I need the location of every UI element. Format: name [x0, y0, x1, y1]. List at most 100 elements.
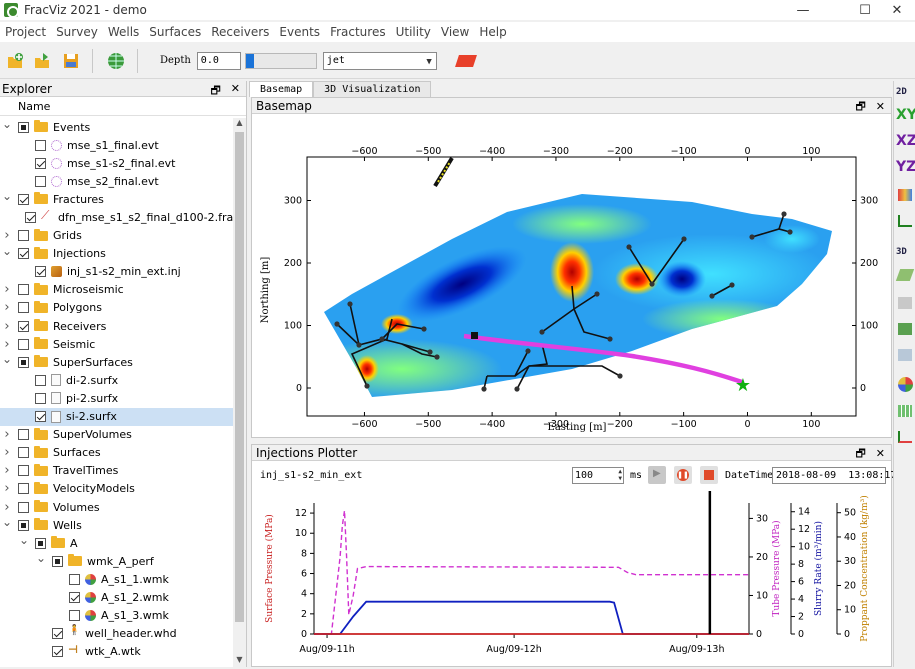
tree-checkbox[interactable] — [35, 139, 46, 151]
explorer-scrollbar[interactable]: ▲ ▼ — [233, 118, 246, 667]
expand-closed-icon[interactable]: › — [4, 282, 10, 298]
tree-checkbox[interactable] — [18, 465, 29, 477]
tree-item[interactable]: inj_s1-s2_min_ext.inj — [0, 263, 233, 281]
tree-checkbox[interactable] — [35, 537, 46, 549]
close-panel-icon[interactable]: ✕ — [230, 82, 240, 95]
view-2d-label[interactable]: 2D — [896, 87, 907, 97]
tree-item[interactable]: › Surfaces — [0, 444, 233, 462]
expand-open-icon[interactable]: ⌄ — [36, 551, 47, 566]
depth-input[interactable]: 0.0 — [196, 51, 241, 70]
tree-checkbox[interactable] — [18, 302, 29, 314]
view-3d-label[interactable]: 3D — [896, 247, 907, 257]
tree-checkbox[interactable] — [25, 212, 36, 224]
new-project-icon[interactable] — [5, 51, 25, 71]
tree-checkbox[interactable] — [35, 374, 46, 386]
tree-item[interactable]: A_s1_3.wmk — [0, 607, 233, 625]
basemap-plot[interactable]: ★ −600 −500 −400 −300 −200 −100 0 100 −600 −500−… — [252, 114, 891, 437]
tree-checkbox[interactable] — [52, 628, 63, 640]
axes-icon[interactable] — [898, 215, 912, 227]
scroll-thumb[interactable] — [235, 132, 244, 622]
tree-item[interactable]: ⌄ Wells — [0, 515, 233, 534]
tree-checkbox[interactable] — [18, 447, 29, 459]
expand-closed-icon[interactable]: › — [4, 318, 10, 334]
menu-receivers[interactable]: Receivers — [211, 25, 270, 39]
tree-checkbox[interactable] — [18, 248, 29, 260]
layers-icon[interactable] — [895, 269, 915, 281]
tree-item[interactable]: › Receivers — [0, 317, 233, 335]
expand-closed-icon[interactable]: › — [4, 427, 10, 443]
tree-checkbox[interactable] — [18, 230, 29, 242]
tree-checkbox[interactable] — [69, 591, 80, 603]
globe-icon[interactable] — [106, 51, 126, 71]
view-xz-button[interactable]: XZ — [896, 133, 915, 149]
tree-item[interactable]: A_s1_2.wmk — [0, 588, 233, 606]
menu-surfaces[interactable]: Surfaces — [149, 25, 202, 39]
tree-checkbox[interactable] — [69, 573, 80, 585]
tree-item[interactable]: mse_s1_final.evt — [0, 136, 233, 154]
close-button[interactable]: ✕ — [891, 2, 903, 18]
expand-closed-icon[interactable]: › — [4, 300, 10, 316]
tree-item[interactable]: dfn_mse_s1_s2_final_d100-2.frac — [0, 208, 239, 226]
grey-box-icon[interactable] — [898, 349, 912, 361]
menu-view[interactable]: View — [440, 25, 470, 39]
menu-fractures[interactable]: Fractures — [330, 25, 386, 39]
menu-wells[interactable]: Wells — [107, 25, 140, 39]
tree-item[interactable]: ⌄ Fractures — [0, 189, 233, 208]
slider-handle[interactable] — [245, 53, 254, 68]
tree-checkbox[interactable] — [35, 266, 46, 278]
tree-item[interactable]: ⌄ Events — [0, 117, 233, 136]
tree-checkbox[interactable] — [52, 646, 63, 658]
tree-checkbox[interactable] — [18, 284, 29, 296]
tab-3d-visualization[interactable]: 3D Visualization — [313, 81, 432, 97]
interval-input[interactable]: 100 ▲ ▼ — [572, 467, 624, 484]
tree-checkbox[interactable] — [18, 501, 29, 513]
tree-item[interactable]: › Microseismic — [0, 281, 233, 299]
tree-checkbox[interactable] — [35, 411, 46, 423]
expand-open-icon[interactable]: ⌄ — [2, 352, 13, 367]
tree-item[interactable]: wtk_A.wtk — [0, 643, 233, 661]
tree-checkbox[interactable] — [18, 519, 29, 531]
tree-checkbox[interactable] — [35, 157, 46, 169]
box-icon[interactable] — [898, 297, 912, 309]
expand-open-icon[interactable]: ⌄ — [2, 515, 13, 530]
tree-item[interactable]: si-2.surfx — [0, 407, 233, 426]
minimize-button[interactable]: — — [796, 2, 810, 18]
tree-checkbox[interactable] — [18, 338, 29, 350]
eraser-icon[interactable] — [454, 54, 477, 67]
colorbar-icon[interactable] — [898, 189, 912, 201]
tree-checkbox[interactable] — [35, 392, 46, 404]
view-yz-button[interactable]: YZ — [896, 159, 915, 175]
expand-closed-icon[interactable]: › — [4, 228, 10, 244]
tree-checkbox[interactable] — [18, 483, 29, 495]
tree-item[interactable]: ⌄ SuperSurfaces — [0, 352, 233, 371]
stop-button[interactable] — [700, 466, 718, 484]
maximize-button[interactable]: ☐ — [859, 2, 871, 18]
tree-item[interactable]: › Volumes — [0, 498, 233, 516]
close-panel-icon[interactable]: ✕ — [875, 100, 885, 113]
scroll-down-icon[interactable]: ▼ — [236, 655, 243, 664]
tree-item[interactable]: › VelocityModels — [0, 480, 233, 498]
menu-help[interactable]: Help — [479, 25, 507, 39]
tree-item[interactable]: › Polygons — [0, 299, 233, 317]
tree-item[interactable]: A_s1_1.wmk — [0, 570, 233, 588]
tree-checkbox[interactable] — [35, 175, 46, 187]
tree-checkbox[interactable] — [18, 356, 29, 368]
float-panel-icon[interactable]: 🗗 — [855, 447, 866, 460]
open-project-icon[interactable] — [33, 51, 53, 71]
pause-button[interactable]: ❚❚ — [674, 466, 692, 484]
close-panel-icon[interactable]: ✕ — [875, 447, 885, 460]
menu-survey[interactable]: Survey — [56, 25, 98, 39]
tree-item[interactable]: well_header.whd — [0, 625, 233, 643]
tree-item[interactable]: ⌄ wmk_A_perf — [0, 551, 233, 570]
tree-item[interactable]: › TravelTimes — [0, 462, 233, 480]
spin-arrows-icon[interactable]: ▲ ▼ — [618, 468, 622, 482]
datetime-input[interactable]: 2018-08-09 13:08:17 — [772, 467, 896, 484]
palette-icon[interactable] — [898, 377, 913, 392]
name-column-header[interactable]: Name — [0, 97, 246, 116]
expand-open-icon[interactable]: ⌄ — [2, 117, 13, 132]
tab-basemap[interactable]: Basemap — [249, 81, 314, 97]
menu-events[interactable]: Events — [279, 25, 321, 39]
scroll-up-icon[interactable]: ▲ — [236, 118, 243, 127]
tree-item[interactable]: › Grids — [0, 227, 233, 245]
